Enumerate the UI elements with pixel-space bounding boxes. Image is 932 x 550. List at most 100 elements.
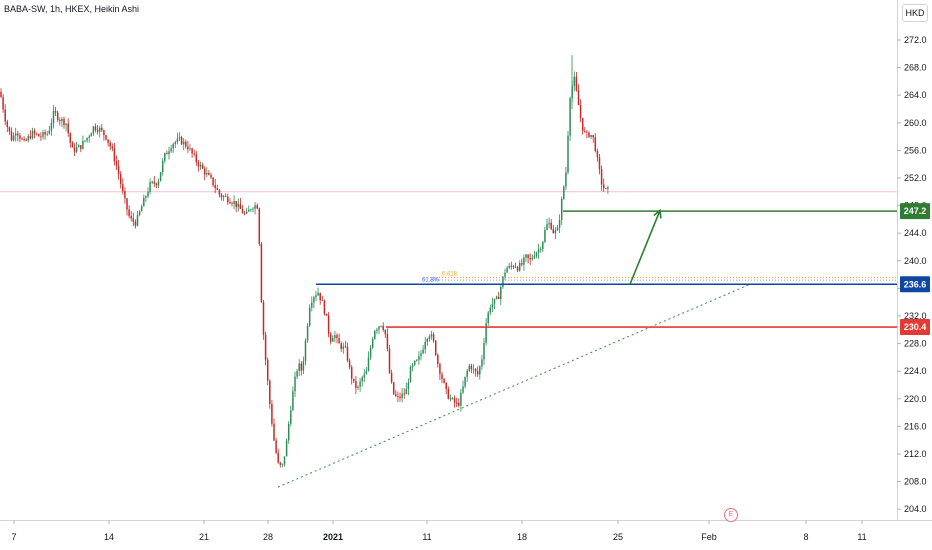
candle-body [151, 181, 153, 183]
candle-body [38, 134, 40, 137]
candle-body [243, 213, 246, 215]
candle-body [390, 372, 393, 383]
candle-body [329, 333, 332, 342]
candle-body [441, 374, 443, 380]
candle-body [586, 131, 588, 133]
candle-body [434, 340, 437, 355]
candle-body [155, 183, 158, 186]
candle-body [84, 140, 86, 142]
candle-body [588, 132, 590, 137]
candle-body [159, 172, 162, 182]
candle-body [577, 90, 580, 106]
candle-body [411, 364, 414, 368]
candle-body [275, 440, 277, 453]
earnings-marker-icon[interactable]: E [724, 508, 738, 522]
candle-body [369, 347, 372, 358]
candle-body [449, 398, 452, 400]
candle-body [502, 276, 504, 287]
candle-body [445, 382, 447, 389]
y-tick-label: 252.0 [904, 173, 927, 183]
candle-body [365, 370, 368, 375]
candle-body [187, 146, 189, 150]
candle-body [529, 257, 531, 260]
candle-body [357, 386, 359, 388]
candle-body [134, 221, 137, 226]
candle-body [315, 295, 317, 298]
candle-body [308, 307, 311, 326]
candle-body [325, 313, 328, 316]
candle-body [214, 185, 216, 189]
candle-body [0, 91, 2, 97]
fib-ratio-label: 0.618 [442, 271, 458, 277]
candle-body [525, 254, 527, 258]
candle-body [103, 130, 105, 136]
candle-body [319, 292, 321, 301]
candle-body [298, 363, 300, 371]
candle-body [266, 359, 269, 381]
candle-body [176, 138, 179, 143]
candle-body [313, 297, 315, 303]
candle-body [252, 208, 254, 210]
y-tick-label: 268.0 [904, 63, 927, 73]
symbol-header[interactable]: BABA-SW, 1h, HKEX, Heikin Ashi [4, 4, 140, 14]
x-tick-label: 11 [857, 532, 866, 542]
candle-body [14, 133, 17, 136]
candle-body [405, 388, 408, 395]
candle-body [416, 359, 418, 361]
y-tick-label: 240.0 [904, 256, 927, 266]
candle-body [392, 382, 395, 395]
candle-body [600, 169, 603, 185]
candle-body [42, 132, 44, 137]
candle-body [77, 145, 80, 148]
candle-body [130, 215, 132, 219]
candle-body [401, 393, 403, 399]
candle-body [493, 298, 496, 304]
candle-body [518, 263, 521, 271]
candle-body [348, 360, 351, 368]
y-tick-label: 272.0 [904, 35, 927, 45]
candle-body [245, 211, 248, 214]
candle-body [479, 366, 481, 375]
candle-body [466, 370, 468, 377]
candle-body [256, 205, 258, 209]
candle-body [489, 307, 492, 313]
candle-body [101, 127, 103, 131]
candle-body [231, 203, 233, 205]
currency-label[interactable]: HKD [902, 4, 928, 22]
candle-body [182, 141, 185, 145]
candle-body [607, 187, 609, 190]
candle-body [460, 392, 462, 406]
candle-body [491, 303, 494, 308]
candle-body [111, 146, 114, 149]
y-tick-label: 216.0 [904, 421, 927, 431]
candle-body [464, 376, 466, 387]
candle-body [340, 343, 342, 349]
candle-body [54, 110, 57, 113]
candle-body [71, 142, 74, 148]
candle-body [323, 300, 326, 314]
candle-body [254, 205, 256, 209]
x-tick-label: 25 [613, 532, 623, 542]
candle-body [506, 267, 508, 273]
candle-body [170, 148, 172, 152]
candle-body [422, 349, 424, 354]
y-tick-label: 256.0 [904, 145, 927, 155]
candle-body [189, 148, 191, 150]
candle-body [302, 361, 305, 371]
candle-body [500, 286, 502, 300]
candle-body [285, 440, 288, 457]
candle-body [19, 135, 21, 139]
candle-body [382, 325, 384, 330]
y-tick-label: 244.0 [904, 228, 927, 238]
candle-body [138, 211, 141, 216]
candle-body [338, 337, 340, 344]
candle-body [86, 137, 88, 141]
candle-body [63, 118, 65, 126]
candle-body [113, 148, 116, 162]
candle-body [521, 263, 523, 265]
candle-body [227, 196, 229, 203]
candle-body [556, 227, 559, 231]
candle-body [25, 140, 27, 141]
candle-body [73, 147, 76, 152]
